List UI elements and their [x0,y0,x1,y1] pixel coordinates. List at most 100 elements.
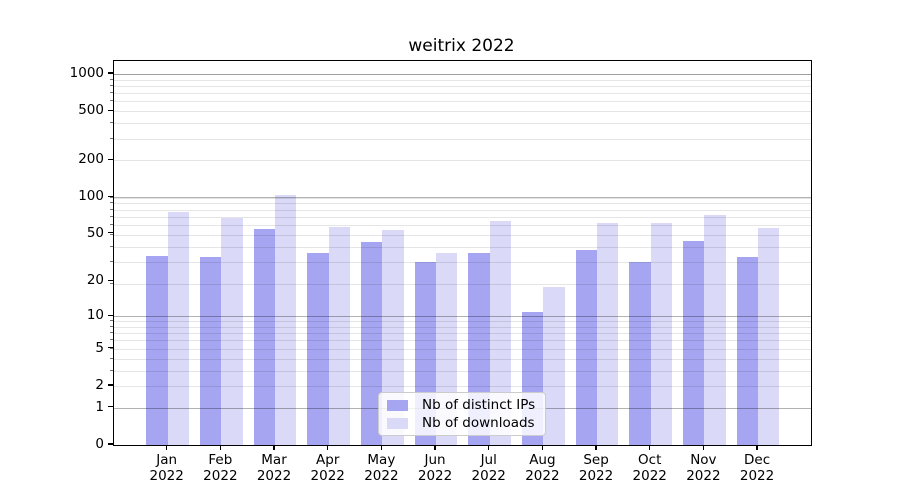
x-tick [649,445,651,450]
y-tick-minor [110,84,113,86]
bar-distinct-ips-feb [199,257,222,445]
gridline-minor [114,101,811,103]
gridline-minor [114,385,811,387]
y-tick-minor [110,261,113,263]
x-label-month: Jun [424,452,446,468]
gridline-minor [114,340,811,342]
y-tick [108,347,113,349]
y-tick [108,279,113,282]
y-tick [108,406,113,408]
y-tick-minor [110,320,113,322]
legend-entry-distinct-ips: Nb of distinct IPs [387,397,537,414]
x-label-month: Feb [208,452,233,468]
y-tick-minor [110,369,113,371]
x-label-month: Jul [480,452,497,468]
gridline-minor [114,111,811,113]
gridline-minor [114,225,811,227]
y-tick-minor [110,332,113,334]
x-tick-label-aug: Aug 2022 [510,452,574,484]
x-tick [434,445,436,450]
bar-downloads-jul [489,220,512,445]
x-label-year: 2022 [256,468,292,484]
y-tick [108,314,113,316]
gridline-minor [114,358,811,360]
x-label-year: 2022 [525,468,560,484]
x-label-month: May [367,452,396,468]
gridline-minor [114,85,811,87]
y-tick [108,158,113,160]
x-label-year: 2022 [632,468,667,484]
x-tick-label-jan: Jan 2022 [135,452,199,484]
y-tick-minor [110,202,113,204]
y-tick-minor [110,137,113,139]
gridline-minor [114,321,811,323]
bar-downloads-nov [704,215,726,445]
y-tick-minor [110,92,113,94]
y-tick-label-1000: 1000 [69,64,104,81]
y-tick-minor [110,159,113,161]
bar-downloads-jan [167,212,190,445]
x-label-year: 2022 [471,468,506,484]
x-tick-label-oct: Oct 2022 [618,452,682,484]
x-tick-label-may: May 2022 [349,452,413,484]
x-label-month: Nov [690,452,717,468]
y-tick-minor [110,325,113,327]
y-tick-minor [110,357,113,359]
bar-distinct-ips-may [360,241,383,445]
x-tick [756,445,758,450]
y-tick-label-2: 2 [95,376,104,393]
x-label-year: 2022 [417,468,453,484]
x-label-year: 2022 [686,468,721,484]
gridline-minor [114,209,811,211]
legend-label-downloads: Nb of downloads [422,414,535,431]
x-label-year: 2022 [203,468,238,484]
bar-distinct-ips-jan [146,255,168,445]
gridline-minor [114,216,811,218]
bar-distinct-ips-mar [253,228,276,445]
gridline-minor [114,246,811,248]
x-tick-label-feb: Feb 2022 [188,452,252,484]
y-tick-minor [110,196,113,198]
x-label-month: Jan [156,452,178,468]
bar-distinct-ips-oct [629,262,651,445]
x-label-month: Mar [261,452,287,468]
y-tick-minor [110,224,113,226]
x-tick [327,445,329,450]
x-tick-label-dec: Dec 2022 [725,452,789,484]
y-tick-label-10: 10 [86,307,104,324]
legend-swatch-downloads [387,417,408,429]
gridline-minor [114,160,811,162]
bar-downloads-may [382,229,404,445]
bar-distinct-ips-nov [683,240,705,445]
x-tick [166,445,168,450]
y-tick-minor [110,208,113,210]
gridline-minor [114,123,811,125]
gridline-minor [114,370,811,372]
x-label-month: Aug [529,452,556,468]
bar-distinct-ips-dec [736,257,759,445]
y-tick-minor [110,100,113,102]
x-tick-label-jul: Jul 2022 [457,452,521,484]
y-tick-label-500: 500 [78,102,104,119]
plot-area [113,60,812,446]
x-tick [595,445,597,450]
x-tick [273,445,275,450]
y-tick [108,195,113,197]
legend-swatch-distinct-ips [387,399,408,411]
gridline-minor [114,79,811,81]
y-tick-label-5: 5 [95,339,104,356]
legend-label-distinct-ips: Nb of distinct IPs [422,396,536,413]
x-label-year: 2022 [364,468,399,484]
x-tick-label-mar: Mar 2022 [242,452,306,484]
legend: Nb of distinct IPs Nb of downloads [378,392,546,436]
gridline-minor [114,348,811,350]
x-label-year: 2022 [149,468,184,484]
y-tick [108,384,113,386]
x-tick [488,445,490,450]
chart-title: weitrix 2022 [408,36,515,56]
y-tick-minor [110,245,113,247]
gridline-minor [114,333,811,335]
y-tick-label-1: 1 [95,398,104,415]
y-tick-minor [110,283,113,285]
